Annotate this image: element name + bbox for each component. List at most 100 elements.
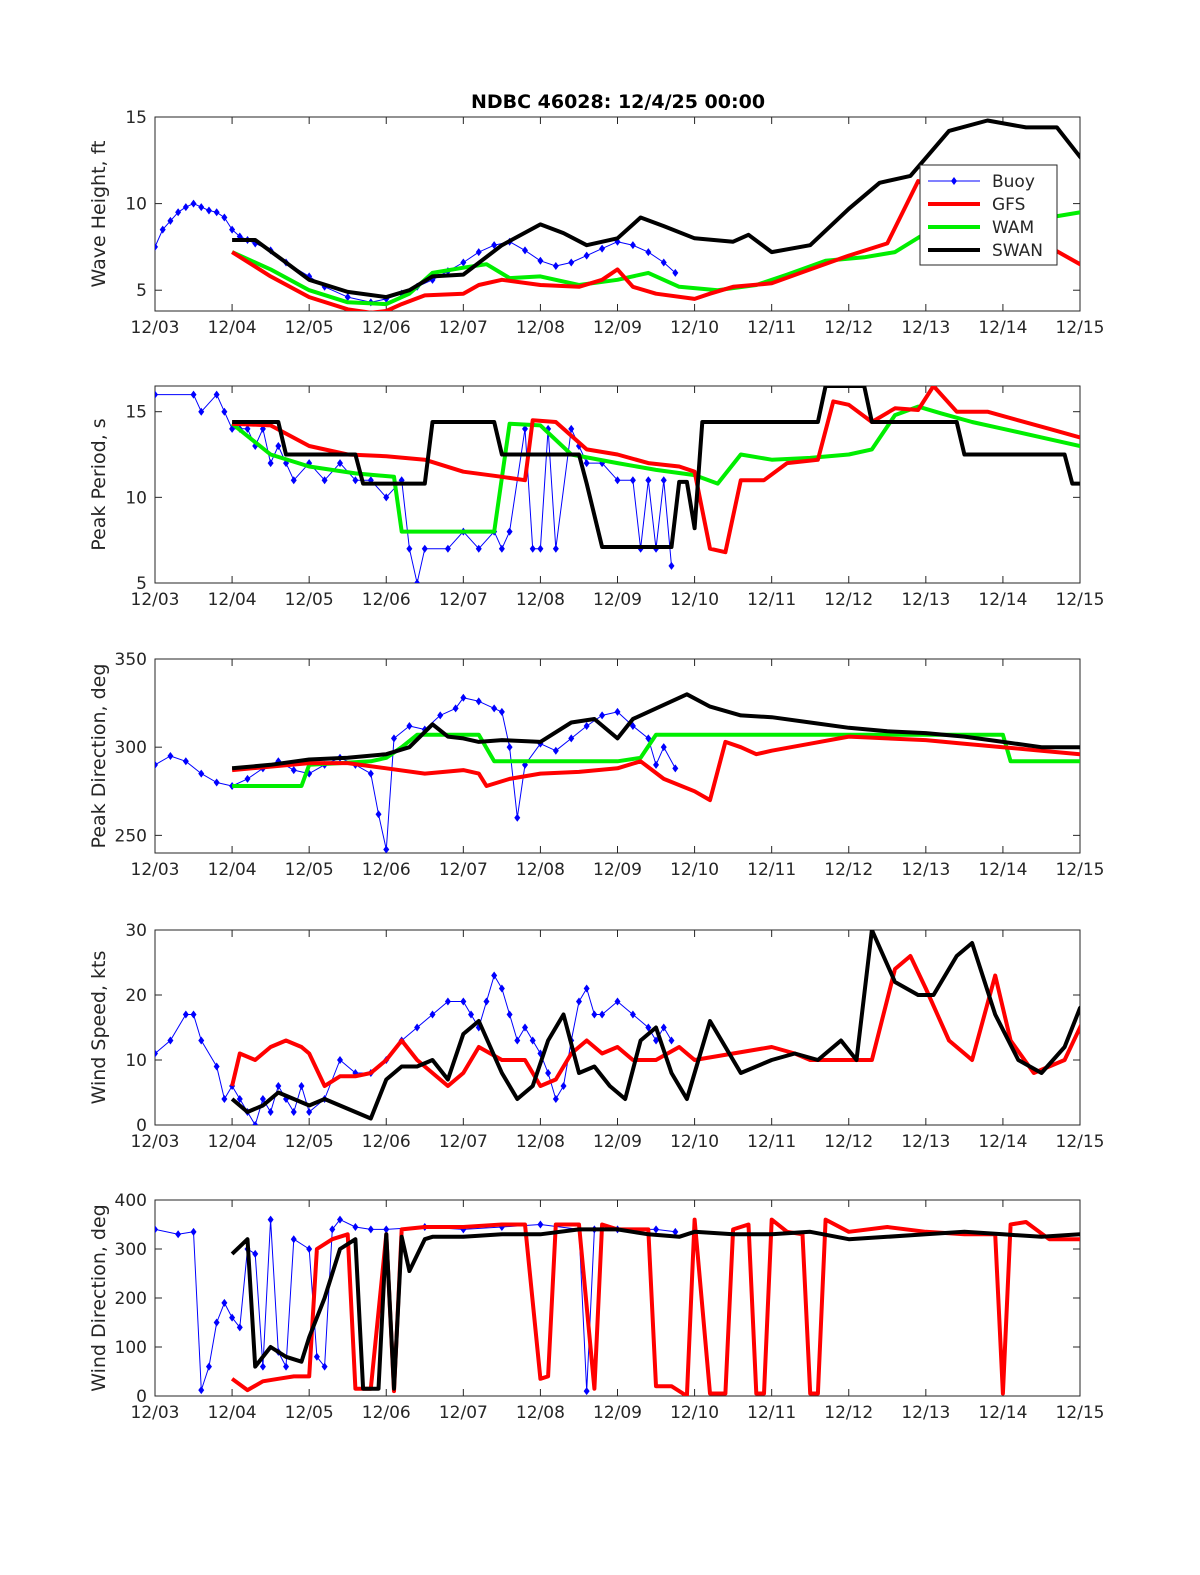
x-tick-label: 12/07 xyxy=(439,860,488,880)
x-tick-label: 12/10 xyxy=(670,318,719,338)
series-line-swan xyxy=(230,930,1080,1121)
x-tick-label: 12/14 xyxy=(978,318,1027,338)
x-tick-label: 12/15 xyxy=(1056,860,1105,880)
buoy-point xyxy=(390,734,397,743)
x-tick-label: 12/07 xyxy=(439,1403,488,1423)
legend-entry-buoy: Buoy xyxy=(928,172,1035,192)
axes-box xyxy=(154,658,1081,854)
buoy-point xyxy=(672,764,679,773)
x-tick-label: 12/12 xyxy=(824,860,873,880)
buoy-point xyxy=(406,722,413,731)
series-line-swan xyxy=(230,1227,1080,1391)
legend-label: SWAN xyxy=(992,241,1043,261)
buoy-point xyxy=(352,476,359,485)
buoy-point xyxy=(522,424,528,433)
buoy-point xyxy=(375,810,382,819)
buoy-point xyxy=(614,476,621,485)
buoy-point xyxy=(537,544,544,553)
y-tick-label: 100 xyxy=(115,1338,147,1358)
x-tick-label: 12/15 xyxy=(1056,318,1105,338)
buoy-point xyxy=(629,1010,636,1019)
x-tick-label: 12/04 xyxy=(208,1132,257,1152)
legend-marker xyxy=(951,177,957,185)
series-gfs xyxy=(230,954,1080,1088)
series-gfs xyxy=(231,179,1080,311)
buoy-point xyxy=(298,1082,305,1090)
buoy-point xyxy=(236,1323,243,1332)
x-tick-label: 12/07 xyxy=(439,318,488,338)
chart-title: NDBC 46028: 12/4/25 00:00 xyxy=(471,91,765,113)
buoy-point xyxy=(221,1298,228,1307)
buoy-point xyxy=(267,1215,274,1224)
buoy-point xyxy=(367,769,374,778)
x-tick-label: 12/09 xyxy=(593,1132,642,1152)
buoy-point xyxy=(337,1215,343,1224)
axes-box xyxy=(154,385,1081,584)
x-tick-label: 12/05 xyxy=(285,860,334,880)
buoy-point xyxy=(167,216,174,225)
buoy-point xyxy=(367,1225,374,1234)
y-tick-label: 10 xyxy=(125,488,147,508)
buoy-point xyxy=(190,1227,197,1236)
buoy-point xyxy=(506,1010,513,1019)
x-tick-label: 12/06 xyxy=(362,860,411,880)
buoy-point xyxy=(190,1010,197,1019)
x-tick-label: 12/10 xyxy=(670,1132,719,1152)
x-tick-label: 12/08 xyxy=(516,1132,565,1152)
x-tick-label: 12/15 xyxy=(1056,590,1105,610)
buoy-point xyxy=(321,476,328,485)
buoy-point xyxy=(599,711,606,720)
buoy-point xyxy=(514,1036,521,1045)
y-tick-label: 15 xyxy=(125,403,147,423)
buoy-point xyxy=(229,225,236,234)
buoy-point xyxy=(614,707,621,716)
x-tick-label: 12/06 xyxy=(362,1132,411,1152)
buoy-point xyxy=(583,722,590,731)
legend: Buoy GFS WAM SWAN xyxy=(919,164,1058,266)
y-axis-label: Peak Period, s xyxy=(88,418,110,550)
y-tick-label: 300 xyxy=(115,1240,147,1260)
x-tick-label: 12/12 xyxy=(824,1132,873,1152)
x-tick-label: 12/10 xyxy=(670,590,719,610)
series-gfs xyxy=(231,734,1080,803)
x-tick-label: 12/08 xyxy=(516,860,565,880)
panel-wind-direction: 12/03 12/04 12/05 12/06 12/07 12/08 12/09 12/10… xyxy=(88,1191,1105,1423)
x-tick-label: 12/06 xyxy=(362,318,411,338)
buoy-point xyxy=(552,746,559,755)
buoy-point xyxy=(552,544,559,553)
buoy-point xyxy=(155,1049,158,1058)
x-tick-label: 12/06 xyxy=(362,590,411,610)
buoy-point xyxy=(444,997,451,1006)
buoy-point xyxy=(583,251,590,260)
buoy-point xyxy=(672,268,679,277)
y-tick-label: 300 xyxy=(115,738,147,758)
buoy-point xyxy=(213,208,220,217)
buoy-point xyxy=(429,1010,436,1019)
buoy-point xyxy=(668,1036,675,1045)
buoy-point xyxy=(198,1386,205,1395)
x-tick-label: 12/05 xyxy=(285,1403,334,1423)
x-tick-label: 12/08 xyxy=(516,590,565,610)
legend-entry-wam: WAM xyxy=(928,218,1034,238)
x-tick-label: 12/14 xyxy=(978,860,1027,880)
legend-label: Buoy xyxy=(992,172,1035,192)
buoy-point xyxy=(213,1318,220,1327)
buoy-point xyxy=(275,441,282,450)
buoy-point xyxy=(155,390,158,399)
x-tick-label: 12/04 xyxy=(208,318,257,338)
buoy-point xyxy=(283,1362,290,1371)
legend-entry-gfs: GFS xyxy=(928,195,1025,215)
x-tick-label: 12/03 xyxy=(131,590,180,610)
buoy-point xyxy=(491,704,498,713)
x-tick-label: 12/13 xyxy=(901,1132,950,1152)
buoy-point xyxy=(190,390,197,399)
buoy-point xyxy=(229,1313,236,1322)
buoy-point xyxy=(645,1023,652,1032)
buoy-point xyxy=(491,241,498,250)
buoy-point xyxy=(244,424,251,433)
buoy-point xyxy=(313,1352,320,1361)
buoy-point xyxy=(560,1082,567,1090)
buoy-point xyxy=(460,997,467,1006)
y-tick-label: 0 xyxy=(136,1116,147,1136)
x-tick-label: 12/14 xyxy=(978,590,1027,610)
